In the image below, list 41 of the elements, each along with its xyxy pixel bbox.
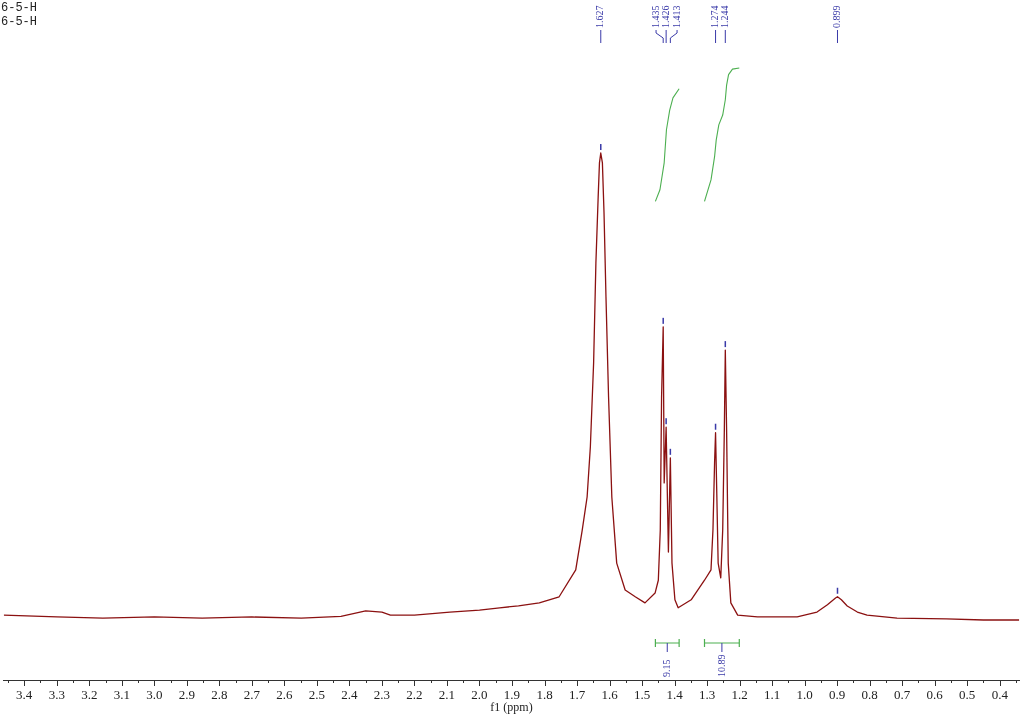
annotation: 1.627 (594, 5, 606, 28)
x-tick-label: 2.9 (178, 687, 195, 703)
annotation: 0.899 (831, 5, 843, 28)
annotation: 9.15 (660, 659, 672, 677)
x-tick-label: 1.6 (601, 687, 619, 703)
chart-title: 6-5-H (1, 1, 38, 16)
x-tick-label: 1.8 (536, 687, 553, 703)
x-tick-label: 3.2 (81, 687, 98, 703)
x-tick-label: 1.0 (796, 687, 813, 703)
annotation: 1.244 (719, 5, 731, 28)
annotation: 1.413 (670, 5, 682, 28)
x-tick-label: 2.1 (438, 687, 456, 703)
annotation: 1.435 (649, 5, 661, 28)
x-tick-label: 0.5 (959, 687, 976, 703)
annotation: 1.274 (708, 5, 720, 28)
x-tick-label: 2.6 (276, 687, 293, 703)
x-tick-label: 3.4 (16, 687, 33, 703)
annotation: 10.89 (715, 654, 727, 677)
x-tick-label: 0.6 (926, 687, 944, 703)
x-tick-label: 1.7 (568, 687, 586, 703)
x-tick-label: 1.1 (764, 687, 781, 703)
x-tick-label: 3.1 (113, 687, 130, 703)
x-tick-label: 1.3 (698, 687, 716, 703)
x-tick-label: 2.3 (373, 687, 391, 703)
chart-subtitle: 6-5-H (1, 15, 38, 30)
annotation: 1.426 (660, 5, 672, 28)
x-tick-label: 1.5 (633, 687, 651, 703)
x-tick-label: 2.2 (406, 687, 423, 703)
x-tick-label: 2.4 (341, 687, 359, 703)
x-tick-label: 1.4 (666, 687, 684, 703)
x-tick-label: 0.8 (861, 687, 878, 703)
x-tick-label: 0.9 (829, 687, 846, 703)
x-tick-label: 2.8 (211, 687, 228, 703)
x-tick-label: 1.2 (731, 687, 748, 703)
x-tick-label: 2.0 (471, 687, 488, 703)
x-tick-label: 2.5 (308, 687, 326, 703)
x-tick-label: 0.7 (894, 687, 911, 703)
x-tick-label: 3.0 (146, 687, 163, 703)
x-tick-label: 0.4 (991, 687, 1009, 703)
x-tick-label: 2.7 (243, 687, 261, 703)
x-tick-label: 3.3 (48, 687, 65, 703)
